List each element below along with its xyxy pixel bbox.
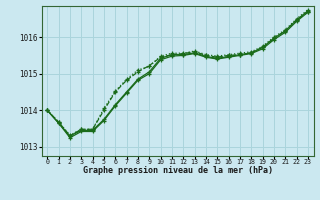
X-axis label: Graphe pression niveau de la mer (hPa): Graphe pression niveau de la mer (hPa)	[83, 166, 273, 175]
